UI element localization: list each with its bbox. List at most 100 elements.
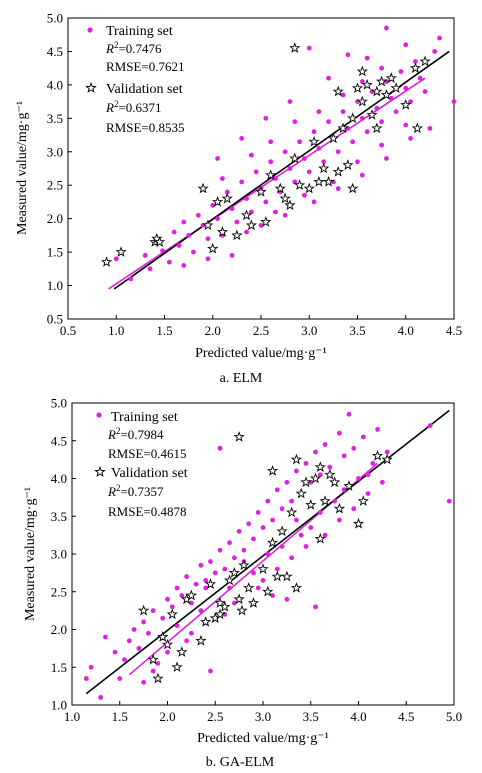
training-point — [317, 510, 323, 515]
y-axis-label: Measured value/mg·g⁻¹ — [15, 101, 30, 235]
validation-point — [293, 179, 306, 191]
training-point — [379, 479, 385, 485]
validation-point — [333, 502, 346, 514]
axis-ticks — [67, 17, 455, 320]
training-point — [294, 468, 299, 474]
training-point — [282, 212, 288, 218]
validation-point — [265, 169, 277, 180]
training-point — [205, 256, 211, 262]
validation-point — [309, 472, 322, 484]
star-icon — [94, 465, 106, 477]
training-point — [103, 634, 108, 640]
x-tick-label: 2.5 — [207, 709, 223, 724]
validation-point — [195, 634, 207, 646]
training-point — [113, 256, 119, 262]
y-tick-label: 4.5 — [47, 44, 63, 59]
training-point — [370, 461, 376, 466]
validation-point — [266, 536, 279, 548]
training-point — [231, 555, 237, 561]
training-point — [217, 547, 223, 553]
x-tick-label: 3.5 — [303, 709, 319, 724]
y-tick-label: 3.5 — [47, 111, 63, 126]
training-point — [335, 149, 341, 155]
training-point — [244, 229, 249, 235]
training-point — [273, 209, 278, 215]
validation-point — [361, 78, 373, 90]
training-point — [236, 528, 242, 534]
training-point — [184, 638, 190, 644]
validation-point — [357, 495, 369, 506]
training-point — [340, 109, 346, 115]
training-point — [229, 253, 235, 258]
validation-point — [337, 122, 349, 134]
validation-point — [207, 242, 219, 254]
training-point — [287, 166, 293, 171]
validation-point — [185, 589, 198, 601]
validation-point — [171, 661, 183, 673]
training-point — [224, 189, 230, 195]
training-point — [364, 129, 370, 135]
training-point — [270, 517, 275, 523]
x-tick-label: 4.5 — [398, 709, 414, 724]
legend-training-r2: R2=0.7476 — [105, 40, 162, 56]
training-point — [268, 159, 274, 165]
training-point — [165, 649, 170, 655]
validation-point — [176, 646, 188, 657]
training-point — [112, 649, 118, 655]
validation-point — [152, 672, 164, 684]
training-point — [351, 506, 357, 512]
x-tick-label: 1.0 — [108, 323, 124, 338]
chart-panel-ga-elm: 1.0 1.5 2.0 2.5 3.0 3.5 4.0 4.5 5.0 1.0 1.5 2.0 2.5 3… — [23, 396, 462, 771]
data-points — [83, 411, 452, 700]
validation-point — [147, 653, 159, 665]
validation-point — [356, 95, 368, 107]
y-tick-label: 0.5 — [47, 312, 63, 327]
training-point — [351, 445, 357, 451]
validation-point — [223, 574, 236, 586]
x-tick-label: 0.5 — [60, 323, 76, 338]
training-point — [203, 578, 209, 583]
validation-point — [236, 604, 248, 616]
x-tick-label: 3.5 — [349, 323, 365, 338]
training-point — [341, 487, 347, 493]
validation-point — [318, 162, 330, 174]
training-point — [186, 232, 192, 238]
validation-point — [342, 159, 354, 170]
training-point — [313, 604, 318, 610]
training-point — [279, 544, 285, 549]
training-point — [322, 442, 328, 447]
validation-point — [274, 182, 286, 194]
y-tick-label: 2.0 — [51, 622, 67, 637]
validation-point — [279, 192, 291, 204]
validation-point — [157, 631, 169, 642]
y-tick-label: 4.0 — [47, 77, 63, 92]
training-point — [365, 472, 371, 478]
training-point — [255, 510, 261, 515]
training-point — [117, 676, 123, 681]
training-point — [292, 179, 298, 185]
training-point — [198, 608, 204, 614]
training-point — [332, 498, 338, 504]
training-point — [210, 202, 216, 208]
training-point — [150, 608, 156, 614]
training-point — [379, 119, 385, 125]
training-point — [215, 156, 220, 161]
training-point — [191, 249, 196, 255]
validation-point — [351, 82, 364, 94]
validation-point — [347, 182, 359, 194]
training-point — [437, 35, 442, 41]
validation-point — [356, 65, 368, 77]
training-point — [195, 212, 201, 218]
training-point — [255, 585, 261, 591]
validation-point — [247, 597, 260, 608]
training-point — [160, 248, 165, 254]
legend-training-marker — [87, 27, 93, 33]
training-point — [260, 525, 266, 530]
validation-point — [308, 135, 320, 147]
validation-point — [231, 229, 243, 241]
x-tick-label: 4.0 — [350, 709, 366, 724]
star-icon — [85, 81, 97, 93]
validation-point — [390, 82, 402, 94]
training-point — [122, 657, 127, 663]
validation-point — [289, 42, 301, 53]
